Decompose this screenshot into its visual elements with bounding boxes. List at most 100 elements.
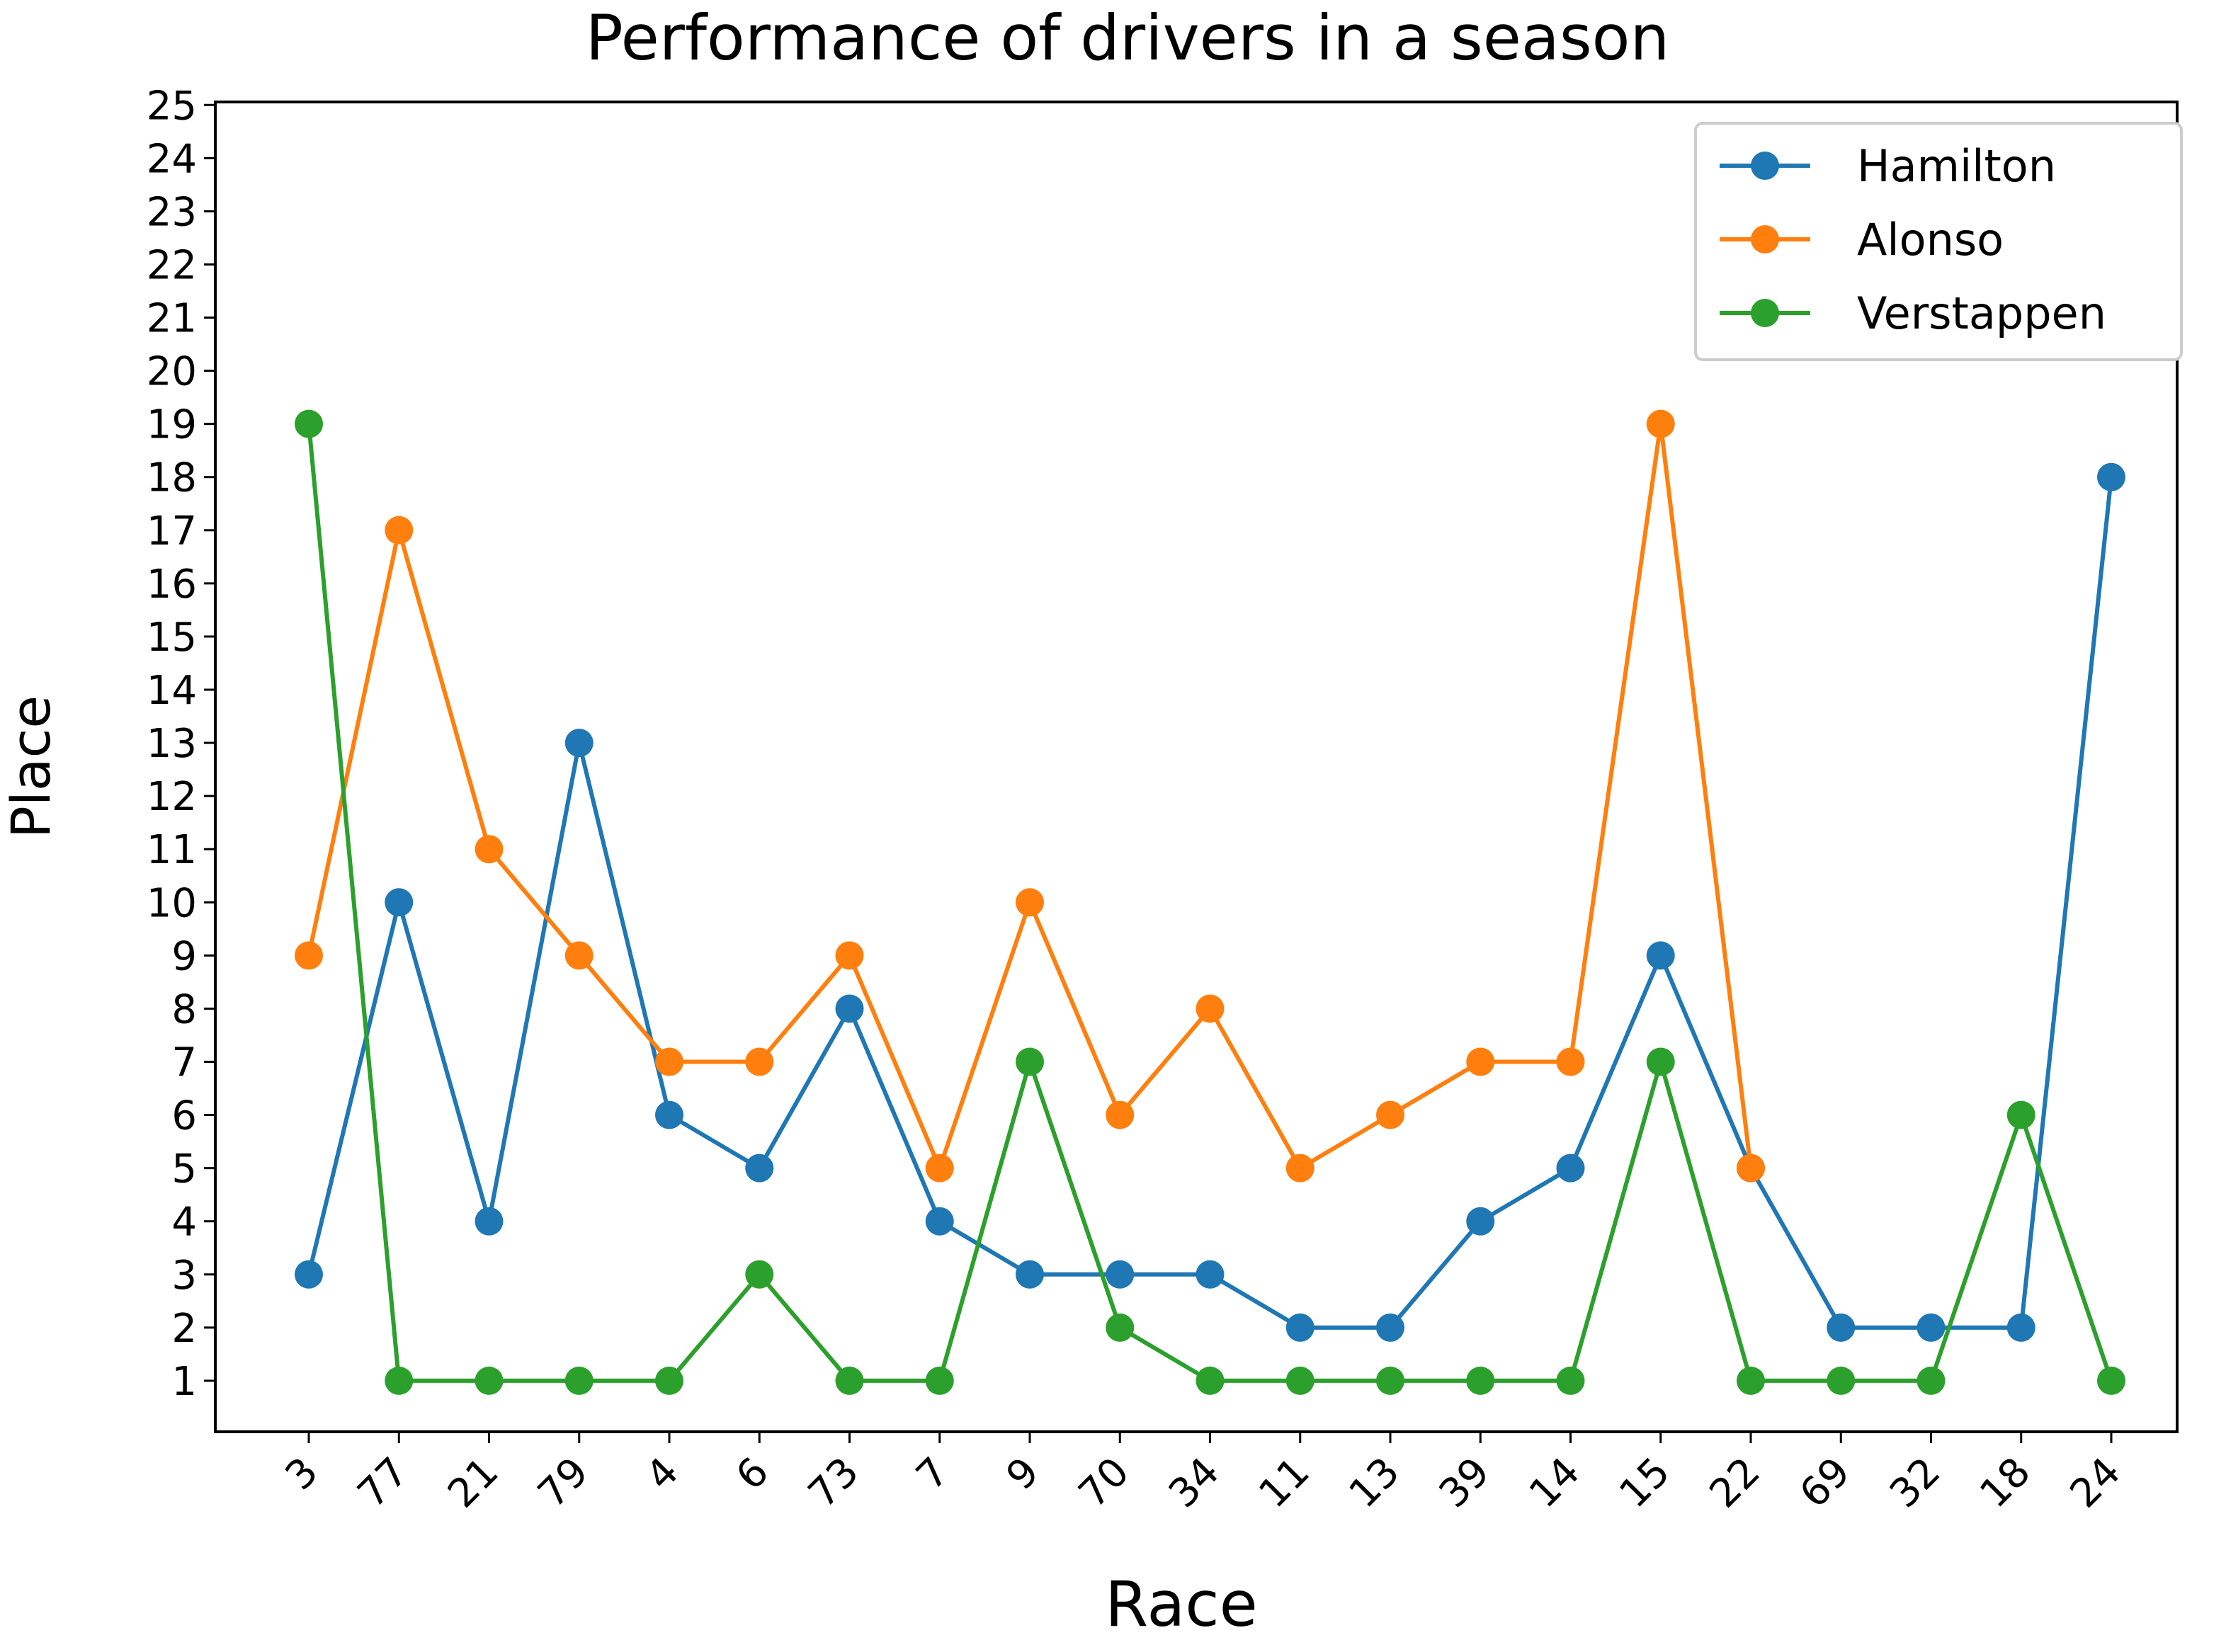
x-axis-label: Race (1105, 1568, 1258, 1641)
series-alonso (295, 409, 1765, 1183)
y-tick-label: 1 (171, 1359, 197, 1405)
data-point-alonso (925, 1153, 954, 1183)
data-point-alonso (1737, 1153, 1765, 1183)
y-tick-label: 20 (147, 349, 197, 395)
data-point-verstappen (745, 1260, 774, 1289)
data-point-verstappen (2006, 1100, 2035, 1129)
data-point-verstappen (1916, 1366, 1946, 1395)
chart-title: Performance of drivers in a season (586, 1, 1670, 74)
plot-frame (214, 101, 2179, 1433)
data-point-alonso (1016, 888, 1044, 917)
axes (214, 101, 2179, 1433)
data-point-hamilton (655, 1100, 683, 1129)
y-axis-label: Place (0, 695, 62, 838)
data-point-hamilton (1016, 1260, 1044, 1289)
legend-label: Alonso (1857, 214, 2004, 266)
legend-box (1694, 122, 2183, 361)
data-point-hamilton (385, 888, 414, 917)
y-tick-label: 21 (147, 296, 197, 342)
data-point-verstappen (564, 1366, 594, 1395)
legend-marker (1751, 299, 1779, 327)
data-point-verstappen (1285, 1366, 1314, 1395)
data-point-verstappen (1556, 1366, 1585, 1395)
data-point-alonso (295, 941, 323, 970)
data-point-verstappen (295, 409, 323, 438)
data-point-alonso (385, 515, 414, 545)
y-tick-label: 9 (171, 933, 197, 979)
legend-marker (1751, 225, 1779, 254)
y-tick-label: 22 (147, 242, 197, 288)
y-tick-label: 19 (147, 402, 197, 448)
data-point-hamilton (1646, 941, 1675, 970)
data-point-hamilton (564, 729, 594, 758)
legend-label: Verstappen (1857, 287, 2106, 339)
data-point-verstappen (475, 1366, 504, 1395)
legend: Hamilton Alonso Verstappen (1694, 122, 2183, 361)
y-tick-label: 14 (147, 668, 197, 714)
data-point-hamilton (1376, 1313, 1404, 1342)
legend-label: Hamilton (1857, 140, 2056, 192)
data-point-hamilton (475, 1207, 504, 1236)
y-tick-label: 2 (171, 1306, 197, 1352)
y-tick-label: 6 (171, 1093, 197, 1139)
y-tick-label: 15 (147, 615, 197, 661)
data-point-hamilton (1556, 1153, 1585, 1183)
data-point-hamilton (745, 1153, 774, 1183)
legend-marker (1751, 152, 1779, 180)
data-point-hamilton (1827, 1313, 1856, 1342)
data-point-hamilton (1196, 1260, 1225, 1289)
data-point-alonso (1466, 1047, 1495, 1076)
data-point-alonso (1106, 1100, 1135, 1129)
y-tick-label: 12 (147, 774, 197, 820)
y-ticks: 1234567891011121314151617181920212223242… (147, 83, 215, 1405)
data-point-verstappen (1466, 1366, 1495, 1395)
data-point-hamilton (1106, 1260, 1135, 1289)
data-point-hamilton (1916, 1313, 1946, 1342)
data-point-verstappen (1737, 1366, 1765, 1395)
y-tick-label: 25 (147, 83, 197, 129)
data-point-hamilton (2006, 1313, 2035, 1342)
y-tick-label: 4 (171, 1200, 197, 1246)
data-point-alonso (745, 1047, 774, 1076)
data-point-hamilton (835, 994, 864, 1023)
data-point-alonso (1556, 1047, 1585, 1076)
data-point-hamilton (1466, 1207, 1495, 1236)
data-point-alonso (835, 941, 864, 970)
data-point-verstappen (2097, 1366, 2125, 1395)
y-tick-label: 17 (147, 508, 197, 554)
data-point-alonso (1646, 409, 1675, 438)
data-point-verstappen (385, 1366, 414, 1395)
series-layer (295, 409, 2125, 1395)
data-point-hamilton (2097, 462, 2125, 491)
data-point-hamilton (295, 1260, 323, 1289)
series-verstappen (295, 409, 2125, 1395)
y-tick-label: 10 (147, 880, 197, 926)
y-tick-label: 5 (171, 1146, 197, 1192)
y-tick-label: 23 (147, 189, 197, 235)
y-tick-label: 3 (171, 1253, 197, 1299)
y-tick-label: 18 (147, 455, 197, 501)
data-point-alonso (1196, 994, 1225, 1023)
data-point-verstappen (925, 1366, 954, 1395)
data-point-verstappen (1016, 1047, 1044, 1076)
y-tick-label: 8 (171, 986, 197, 1032)
y-tick-label: 24 (147, 136, 197, 182)
data-point-verstappen (1827, 1366, 1856, 1395)
data-point-alonso (1285, 1153, 1314, 1183)
data-point-alonso (1376, 1100, 1404, 1129)
data-point-verstappen (1376, 1366, 1404, 1395)
y-tick-label: 11 (147, 827, 197, 873)
data-point-verstappen (655, 1366, 683, 1395)
data-point-verstappen (1646, 1047, 1675, 1076)
data-point-hamilton (925, 1207, 954, 1236)
y-tick-label: 16 (147, 562, 197, 608)
data-point-verstappen (1106, 1313, 1135, 1342)
data-point-verstappen (835, 1366, 864, 1395)
data-point-alonso (564, 941, 594, 970)
y-tick-label: 13 (147, 721, 197, 767)
y-tick-label: 7 (171, 1040, 197, 1086)
data-point-hamilton (1285, 1313, 1314, 1342)
data-point-alonso (655, 1047, 683, 1076)
